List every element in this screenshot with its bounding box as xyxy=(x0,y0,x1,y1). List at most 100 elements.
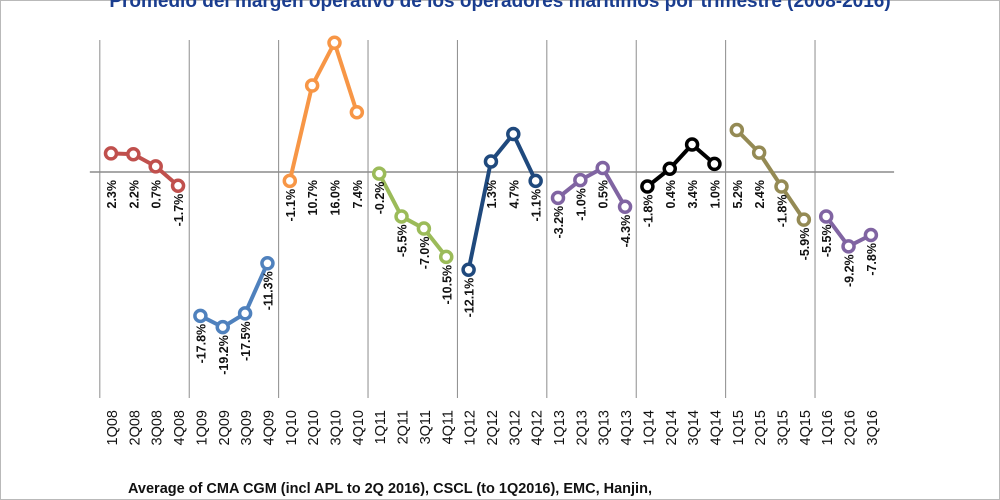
data-point xyxy=(573,172,588,188)
data-label: 1.3% xyxy=(485,180,499,209)
data-point xyxy=(126,146,141,162)
data-point xyxy=(684,137,700,152)
data-label: -5.9% xyxy=(798,228,812,261)
data-label: -1.1% xyxy=(284,189,298,222)
data-label: -0.2% xyxy=(373,182,387,215)
data-label: -9.2% xyxy=(843,254,857,287)
data-label: 2.4% xyxy=(753,180,767,209)
x-tick-label: 3Q14 xyxy=(686,410,702,445)
x-tick-label: 1Q11 xyxy=(373,410,389,444)
data-point xyxy=(148,159,163,174)
x-tick-label: 2Q15 xyxy=(753,410,769,445)
data-point xyxy=(282,173,298,189)
x-tick-label: 3Q15 xyxy=(776,410,792,445)
data-label: 16.0% xyxy=(329,180,343,215)
data-label: -1.8% xyxy=(776,195,790,228)
data-label: -12.1% xyxy=(463,278,477,318)
data-point xyxy=(707,156,722,172)
series-line xyxy=(556,165,627,208)
series-line xyxy=(735,128,806,221)
data-label: 10.7% xyxy=(306,180,320,215)
data-point xyxy=(841,239,856,254)
data-label: -1.8% xyxy=(641,195,655,228)
data-point xyxy=(327,35,342,50)
x-tick-label: 2Q08 xyxy=(127,410,143,445)
x-tick-label: 2Q12 xyxy=(485,410,501,445)
data-point xyxy=(215,319,230,335)
data-label: 5.2% xyxy=(731,180,745,209)
data-label: 4.7% xyxy=(507,180,521,209)
x-tick-label: 1Q08 xyxy=(105,410,121,445)
data-point xyxy=(260,256,275,271)
data-label: -4.3% xyxy=(619,215,633,248)
series-line xyxy=(287,40,359,182)
series-line xyxy=(199,262,270,330)
data-label: -17.5% xyxy=(239,321,253,361)
data-label: -3.2% xyxy=(552,206,566,239)
data-label: 1.0% xyxy=(708,180,722,209)
x-tick-label: 4Q12 xyxy=(530,410,546,445)
data-label: 3.4% xyxy=(686,180,700,209)
data-point xyxy=(506,126,521,142)
data-point xyxy=(729,122,745,138)
x-tick-label: 2Q13 xyxy=(574,410,590,445)
x-tick-label: 4Q13 xyxy=(619,410,635,445)
data-point xyxy=(416,221,432,236)
x-tick-label: 1Q16 xyxy=(820,410,836,445)
data-point xyxy=(349,104,365,120)
data-point xyxy=(371,166,387,181)
data-point xyxy=(394,209,409,224)
x-tick-label: 3Q13 xyxy=(597,410,613,445)
data-label: 0.5% xyxy=(597,180,611,209)
data-point xyxy=(483,154,499,169)
data-point xyxy=(818,209,834,224)
x-tick-label: 1Q15 xyxy=(731,410,747,445)
x-tick-label: 4Q10 xyxy=(351,410,367,445)
x-tick-label: 4Q14 xyxy=(708,410,724,445)
data-point xyxy=(595,160,610,176)
x-tick-label: 1Q09 xyxy=(194,410,210,445)
data-label: -11.3% xyxy=(261,271,275,310)
data-point xyxy=(528,173,543,189)
data-point xyxy=(796,212,812,227)
data-point xyxy=(640,179,655,194)
data-label: -1.1% xyxy=(530,189,544,222)
data-label: -5.5% xyxy=(820,224,834,257)
x-tick-label: 2Q09 xyxy=(217,410,233,445)
data-label: 7.4% xyxy=(351,180,365,209)
data-point xyxy=(461,262,476,278)
x-tick-label: 3Q11 xyxy=(418,410,434,444)
x-tick-label: 3Q16 xyxy=(865,410,881,445)
x-tick-label: 3Q12 xyxy=(507,410,523,445)
data-label: 2.3% xyxy=(105,180,119,209)
chart-title: Promedio del margen operativo de los ope… xyxy=(109,0,891,12)
series-line xyxy=(110,151,180,188)
x-tick-label: 2Q11 xyxy=(396,410,412,444)
series-line xyxy=(646,142,716,189)
x-tick-label: 1Q10 xyxy=(284,410,300,445)
data-point xyxy=(863,227,879,243)
data-point xyxy=(617,199,633,214)
x-tick-label: 3Q08 xyxy=(150,410,166,445)
data-label: 0.7% xyxy=(150,180,164,209)
data-label: -7.8% xyxy=(865,243,879,276)
x-tick-label: 2Q16 xyxy=(843,410,859,445)
data-point xyxy=(304,78,320,93)
x-tick-label: 3Q10 xyxy=(329,410,345,445)
data-label: -17.8% xyxy=(194,324,208,364)
data-label: 0.4% xyxy=(664,180,678,209)
data-label: -1.7% xyxy=(172,194,186,227)
x-tick-label: 4Q08 xyxy=(172,410,188,445)
data-label: -19.2% xyxy=(217,335,231,375)
data-point xyxy=(193,308,208,324)
chart-caption: Average of CMA CGM (incl APL to 2Q 2016)… xyxy=(128,481,652,497)
x-tick-label: 4Q15 xyxy=(798,410,814,445)
x-tick-label: 1Q13 xyxy=(552,410,568,445)
data-label: -1.0% xyxy=(574,188,588,221)
data-point xyxy=(237,306,253,321)
data-point xyxy=(439,249,454,265)
data-label: -7.0% xyxy=(418,237,432,270)
x-tick-label: 1Q12 xyxy=(463,410,479,445)
data-point xyxy=(662,161,677,177)
data-point xyxy=(751,145,767,160)
